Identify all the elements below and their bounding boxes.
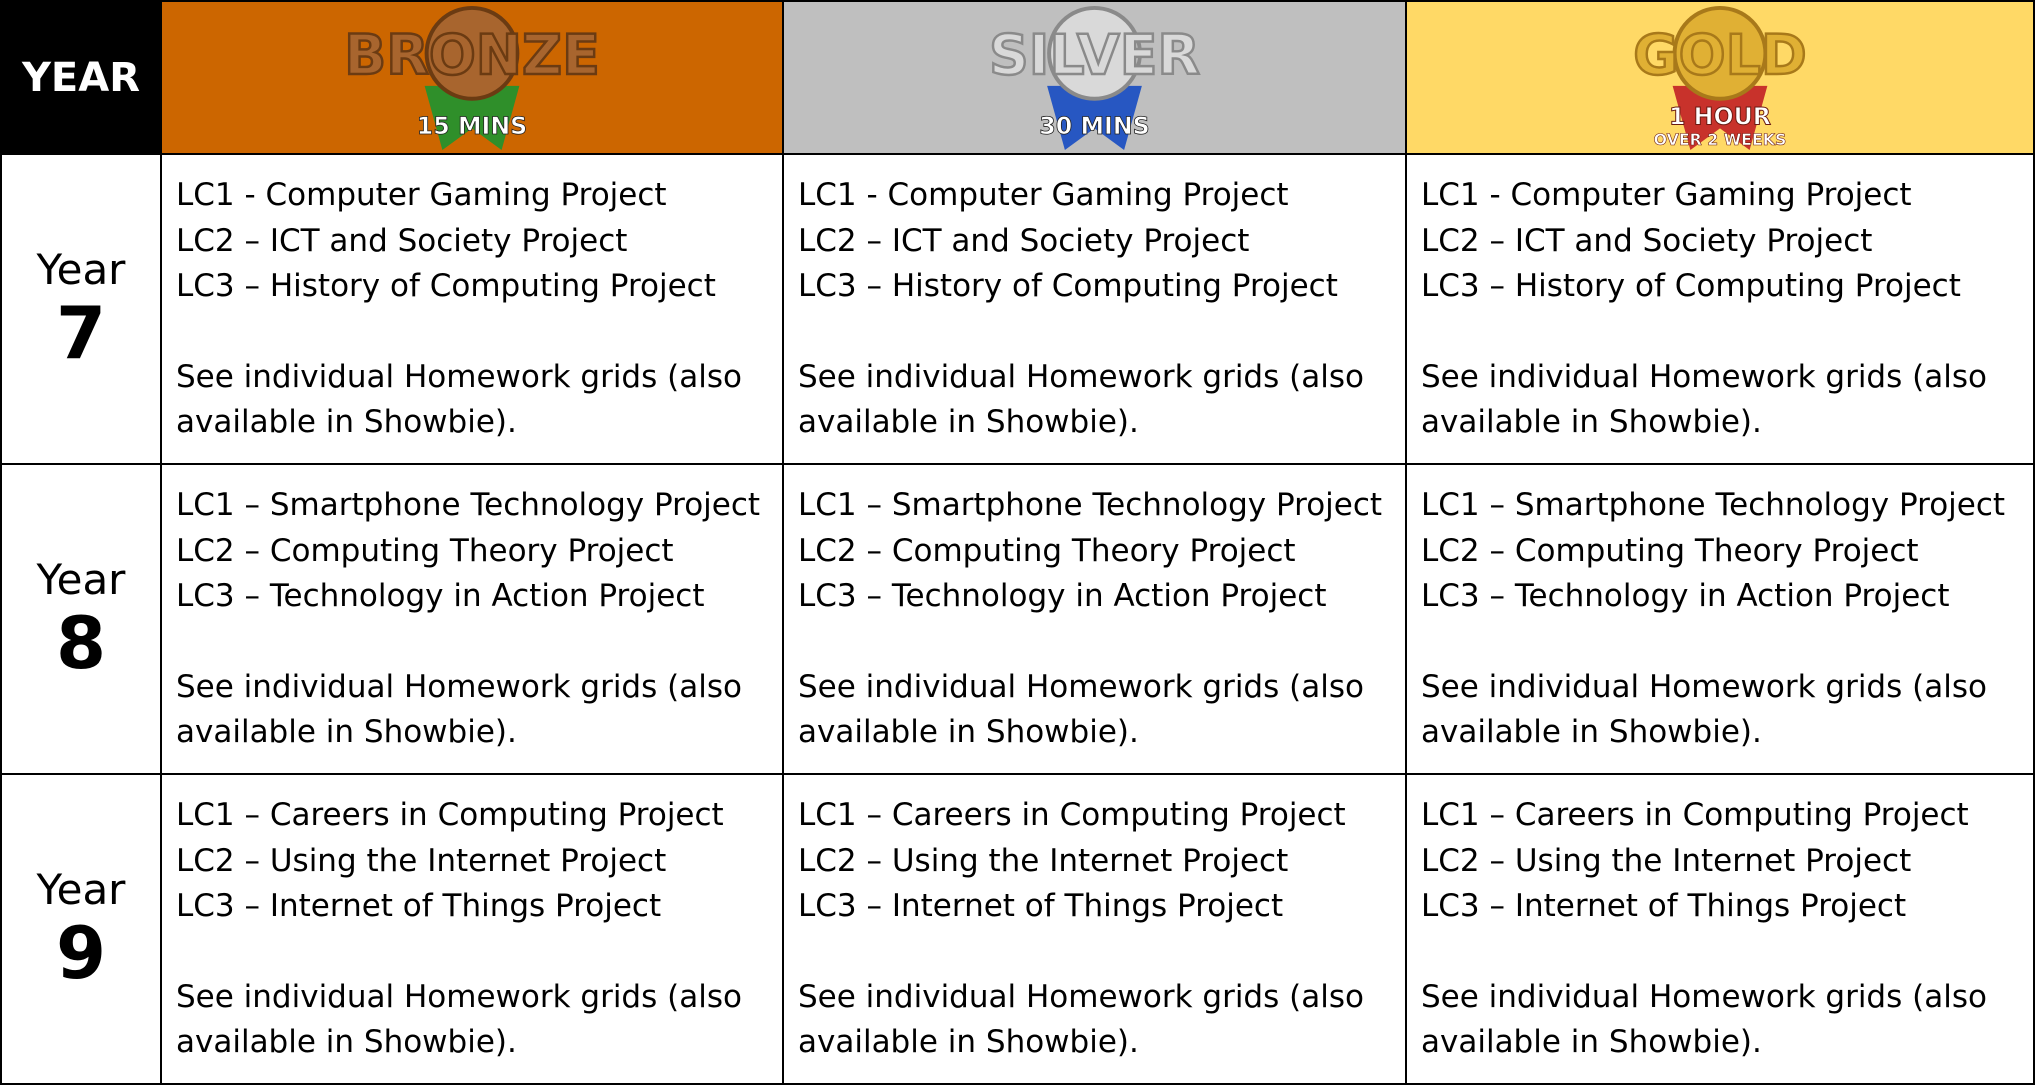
task-cell: LC1 - Computer Gaming Project LC2 – ICT a…	[1407, 155, 2035, 465]
medal: BRONZE 15 MINS	[343, 5, 601, 151]
task-line: LC2 – ICT and Society Project	[798, 222, 1250, 259]
ribbon	[1047, 85, 1142, 151]
year-word: Year	[36, 245, 126, 294]
task-line: LC3 – History of Computing Project	[1421, 268, 1961, 304]
medal-header: GOLD 1 HOUR OVER 2 WEEKS	[1407, 0, 2035, 155]
ribbon	[424, 85, 520, 151]
task-line: LC1 - Computer Gaming Project	[798, 177, 1289, 213]
year-label: Year 8	[0, 465, 162, 775]
task-note: See individual Homework grids (also avai…	[176, 668, 742, 751]
task-line: LC1 – Smartphone Technology Project	[176, 487, 761, 523]
medal-subtitle: 30 MINS	[1039, 112, 1149, 140]
year-number: 8	[55, 601, 107, 685]
task-line: LC3 – History of Computing Project	[176, 268, 716, 304]
task-line: LC1 – Smartphone Technology Project	[798, 487, 1383, 523]
task-note: See individual Homework grids (also avai…	[1421, 978, 1987, 1061]
medal-subtitle: 1 HOUR	[1669, 102, 1771, 130]
task-note: See individual Homework grids (also avai…	[798, 978, 1364, 1061]
task-line: LC1 – Careers in Computing Project	[1421, 797, 1969, 833]
medal-header: SILVER 30 MINS	[784, 0, 1407, 155]
task-line: LC2 – ICT and Society Project	[1421, 222, 1873, 259]
task-cell: LC1 – Smartphone Technology Project LC2 –…	[162, 465, 784, 775]
task-line: LC2 – Using the Internet Project	[798, 842, 1289, 879]
year-label: Year 9	[0, 775, 162, 1085]
task-line: LC3 – Internet of Things Project	[176, 888, 662, 924]
medal-title: BRONZE	[344, 24, 600, 88]
medal-disc	[1672, 5, 1768, 101]
task-line: LC1 - Computer Gaming Project	[1421, 177, 1912, 213]
ribbon	[1672, 85, 1768, 151]
task-line: LC3 – Technology in Action Project	[1421, 578, 1950, 614]
task-cell: LC1 – Careers in Computing Project LC2 – …	[162, 775, 784, 1085]
medal: SILVER 30 MINS	[988, 5, 1201, 151]
task-cell: LC1 – Smartphone Technology Project LC2 –…	[784, 465, 1407, 775]
medal-disc	[424, 5, 520, 101]
task-line: LC3 – History of Computing Project	[798, 268, 1338, 304]
task-line: LC2 – Using the Internet Project	[176, 842, 667, 879]
task-line: LC2 – ICT and Society Project	[176, 222, 628, 259]
task-line: LC2 – Computing Theory Project	[798, 532, 1296, 569]
year-word: Year	[36, 555, 126, 604]
task-cell: LC1 - Computer Gaming Project LC2 – ICT a…	[784, 155, 1407, 465]
task-line: LC1 - Computer Gaming Project	[176, 177, 667, 213]
year-header: YEAR	[0, 0, 162, 155]
medal-title: GOLD	[1633, 24, 1806, 88]
task-note: See individual Homework grids (also avai…	[176, 358, 742, 441]
year-number: 9	[55, 911, 107, 995]
task-line: LC3 – Technology in Action Project	[176, 578, 705, 614]
task-line: LC2 – Using the Internet Project	[1421, 842, 1912, 879]
task-line: LC3 – Internet of Things Project	[1421, 888, 1907, 924]
medal-disc	[1047, 5, 1142, 101]
task-cell: LC1 – Smartphone Technology Project LC2 –…	[1407, 465, 2035, 775]
task-line: LC1 – Careers in Computing Project	[176, 797, 724, 833]
task-note: See individual Homework grids (also avai…	[1421, 668, 1987, 751]
task-note: See individual Homework grids (also avai…	[1421, 358, 1987, 441]
task-line: LC2 – Computing Theory Project	[176, 532, 674, 569]
medal-header: BRONZE 15 MINS	[162, 0, 784, 155]
task-note: See individual Homework grids (also avai…	[798, 668, 1364, 751]
year-word: Year	[36, 865, 126, 914]
medal-subtitle: 15 MINS	[417, 112, 527, 140]
task-note: See individual Homework grids (also avai…	[798, 358, 1364, 441]
task-cell: LC1 – Careers in Computing Project LC2 – …	[1407, 775, 2035, 1085]
medal-subtitle: OVER 2 WEEKS	[1654, 130, 1787, 149]
task-note: See individual Homework grids (also avai…	[176, 978, 742, 1061]
task-line: LC3 – Internet of Things Project	[798, 888, 1284, 924]
medal-title: SILVER	[989, 24, 1200, 88]
task-cell: LC1 – Careers in Computing Project LC2 – …	[784, 775, 1407, 1085]
task-line: LC1 – Smartphone Technology Project	[1421, 487, 2006, 523]
task-line: LC3 – Technology in Action Project	[798, 578, 1327, 614]
task-line: LC2 – Computing Theory Project	[1421, 532, 1919, 569]
year-label: Year 7	[0, 155, 162, 465]
task-cell: LC1 - Computer Gaming Project LC2 – ICT a…	[162, 155, 784, 465]
task-line: LC1 – Careers in Computing Project	[798, 797, 1346, 833]
year-number: 7	[55, 291, 107, 375]
